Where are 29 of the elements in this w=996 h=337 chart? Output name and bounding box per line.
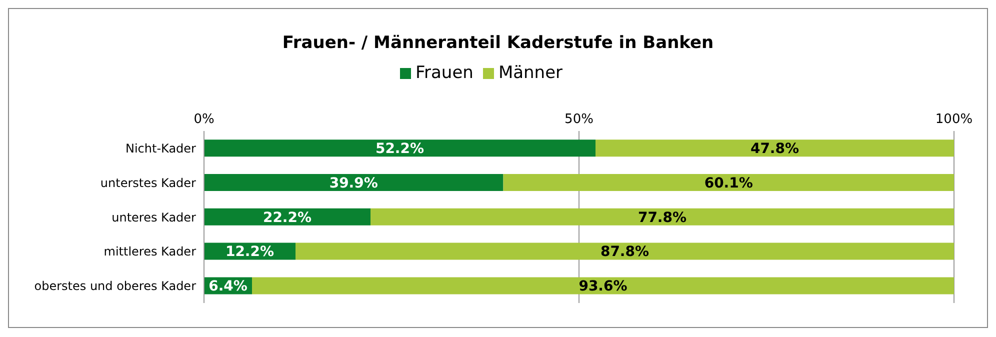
data-label: 60.1% (704, 175, 753, 192)
y-tick-label: Nicht-Kader (126, 141, 196, 156)
bar (204, 208, 370, 226)
bar (370, 208, 954, 226)
y-tick-label: unterstes Kader (100, 176, 196, 190)
data-label: 39.9% (329, 175, 378, 192)
data-label: 22.2% (262, 210, 312, 226)
data-label: 77.8% (638, 210, 687, 226)
x-tick-label: 0% (194, 112, 214, 127)
data-label: 87.8% (600, 244, 650, 260)
x-tick-label: 50% (564, 112, 594, 127)
chart-title: Frauen- / Männeranteil Kaderstufe in Banken (281, 33, 715, 53)
bar (204, 140, 596, 157)
data-label: 12.2% (225, 244, 274, 260)
y-tick-label: mittleres Kader (104, 244, 196, 259)
bar (503, 174, 954, 191)
x-tick-label: 100% (935, 112, 973, 127)
legend-label: Frauen (415, 63, 474, 83)
bar (296, 242, 954, 260)
data-label: 6.4% (208, 278, 248, 295)
y-tick-label: oberstes und oberes Kader (34, 279, 196, 294)
y-tick-label: unteres Kader (112, 210, 196, 224)
legend-label: Männer (498, 63, 563, 83)
data-label: 93.6% (578, 278, 628, 295)
data-label: 47.8% (750, 141, 800, 157)
bar (596, 140, 954, 157)
bar (204, 174, 504, 191)
bar (252, 277, 954, 294)
data-label: 52.2% (375, 141, 424, 157)
